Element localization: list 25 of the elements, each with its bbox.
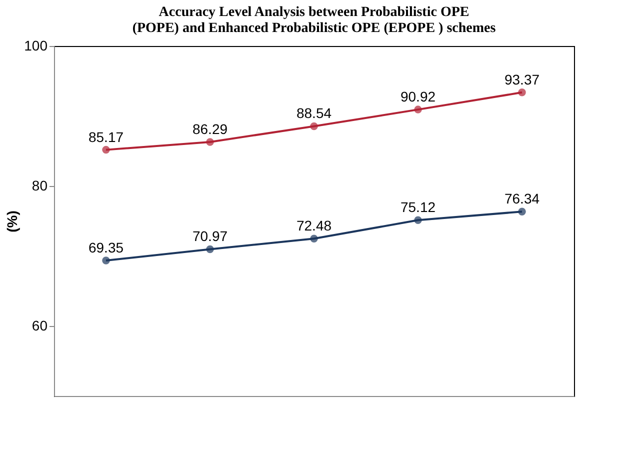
y-tick-label: 60 — [32, 318, 48, 334]
point — [518, 208, 526, 216]
data-label: 90.92 — [400, 88, 436, 105]
y-axis-title: (%) — [4, 210, 20, 232]
point — [102, 256, 110, 264]
point — [518, 88, 526, 96]
data-label: 88.54 — [296, 105, 332, 122]
point — [414, 216, 422, 224]
data-label: 70.97 — [192, 228, 228, 244]
point — [310, 122, 318, 130]
point — [102, 146, 110, 154]
point — [206, 245, 214, 254]
point — [310, 234, 318, 243]
data-label: 69.35 — [88, 240, 124, 256]
data-label: 93.37 — [504, 71, 540, 88]
y-tick-label: 80 — [32, 178, 48, 194]
data-label: 86.29 — [192, 120, 228, 137]
data-label: 75.12 — [400, 199, 436, 216]
chart-title: Accuracy Level Analysis between Probabilistic OPE (POPE) and Enhanced Probabilistic OPE (EPOPE ) schemes — [132, 5, 496, 36]
y-tick-label: 100 — [24, 38, 48, 54]
point — [206, 138, 214, 146]
point — [414, 106, 422, 114]
data-label: 85.17 — [88, 128, 124, 145]
data-label: 72.48 — [296, 218, 332, 234]
data-label: 76.34 — [504, 190, 540, 207]
